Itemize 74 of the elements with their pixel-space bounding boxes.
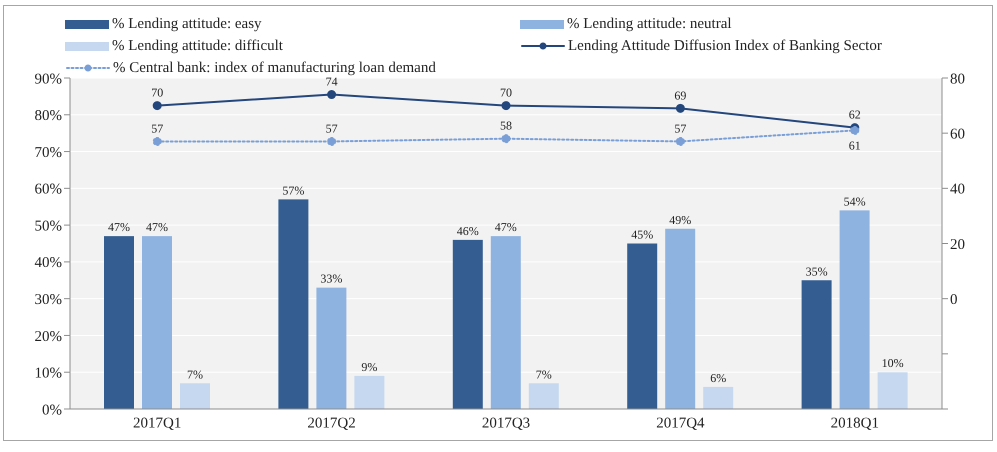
data-label: 54% bbox=[844, 194, 866, 208]
y-tick-label: 10% bbox=[34, 366, 62, 382]
data-label: 46% bbox=[456, 224, 479, 238]
data-label: 33% bbox=[320, 272, 342, 286]
x-tick-label: 2017Q2 bbox=[307, 416, 356, 432]
bar bbox=[452, 240, 483, 409]
x-tick-label: 2017Q4 bbox=[656, 416, 706, 432]
y-tick-label: 70% bbox=[34, 144, 62, 161]
y2-tick-label: 0 bbox=[950, 292, 958, 308]
bar bbox=[354, 376, 384, 409]
bar bbox=[703, 386, 734, 409]
point bbox=[152, 136, 162, 146]
bar bbox=[142, 236, 172, 409]
bar bbox=[316, 288, 346, 409]
data-label: 47% bbox=[108, 220, 130, 234]
bar bbox=[528, 383, 559, 409]
y-tick-label: 30% bbox=[34, 292, 62, 308]
bar bbox=[802, 280, 832, 409]
point bbox=[676, 104, 685, 113]
data-label: 58 bbox=[500, 118, 512, 133]
bar bbox=[180, 383, 210, 409]
point bbox=[850, 126, 860, 135]
data-label: 57% bbox=[282, 183, 304, 198]
bar bbox=[490, 236, 521, 409]
data-label: 7% bbox=[536, 367, 552, 382]
point bbox=[327, 90, 336, 100]
y-tick-label: 0% bbox=[42, 402, 62, 418]
data-label: 70 bbox=[500, 86, 512, 100]
data-label: 74 bbox=[326, 74, 338, 89]
data-label: 6% bbox=[710, 370, 726, 385]
y-tick-label: 20% bbox=[34, 328, 62, 345]
bar bbox=[104, 236, 134, 409]
point bbox=[676, 136, 685, 146]
y-tick-label: 50% bbox=[34, 218, 62, 234]
bar bbox=[878, 372, 908, 409]
data-label: 10% bbox=[882, 356, 904, 370]
y-tick-label: 90% bbox=[34, 71, 62, 88]
data-label: 47% bbox=[494, 220, 517, 234]
legend-label: % Central bank: index of manufacturing loan demand bbox=[113, 60, 436, 76]
data-label: 61 bbox=[848, 138, 861, 152]
data-label: 57 bbox=[326, 121, 338, 136]
legend-label: % Lending attitude: difficult bbox=[112, 38, 283, 54]
data-label: 62 bbox=[848, 108, 861, 122]
data-label: 70 bbox=[151, 86, 164, 100]
y2-tick-label: 80 bbox=[950, 71, 965, 88]
point bbox=[327, 136, 336, 146]
legend-label: % Lending attitude: neutral bbox=[567, 16, 732, 32]
bar bbox=[278, 199, 308, 409]
x-tick-label: 2017Q3 bbox=[482, 416, 530, 432]
y2-tick-label: 20 bbox=[950, 236, 965, 253]
y-tick-label: 80% bbox=[34, 108, 62, 124]
data-label: 69 bbox=[674, 88, 686, 102]
point bbox=[152, 101, 162, 110]
x-tick-label: 2018Q1 bbox=[830, 416, 879, 432]
data-label: 57 bbox=[151, 121, 164, 136]
point bbox=[502, 101, 510, 110]
y-tick-label: 60% bbox=[34, 182, 62, 198]
data-label: 45% bbox=[631, 228, 654, 242]
x-tick-label: 2017Q1 bbox=[133, 416, 182, 432]
y2-tick-label: 40 bbox=[950, 182, 965, 198]
bar bbox=[840, 210, 870, 409]
data-label: 35% bbox=[806, 264, 828, 278]
data-label: 7% bbox=[187, 367, 203, 382]
data-label: 47% bbox=[146, 220, 168, 234]
legend-label: Lending Attitude Diffusion Index of Banking Sector bbox=[568, 38, 882, 54]
y2-tick-label: 60 bbox=[950, 126, 965, 142]
point bbox=[502, 134, 510, 144]
data-label: 9% bbox=[361, 360, 378, 374]
legend-label: % Lending attitude: easy bbox=[112, 16, 262, 32]
data-label: 49% bbox=[669, 212, 692, 227]
bar bbox=[627, 244, 658, 409]
y-tick-label: 40% bbox=[34, 255, 62, 272]
bar bbox=[665, 228, 696, 409]
data-label: 57 bbox=[674, 121, 686, 136]
